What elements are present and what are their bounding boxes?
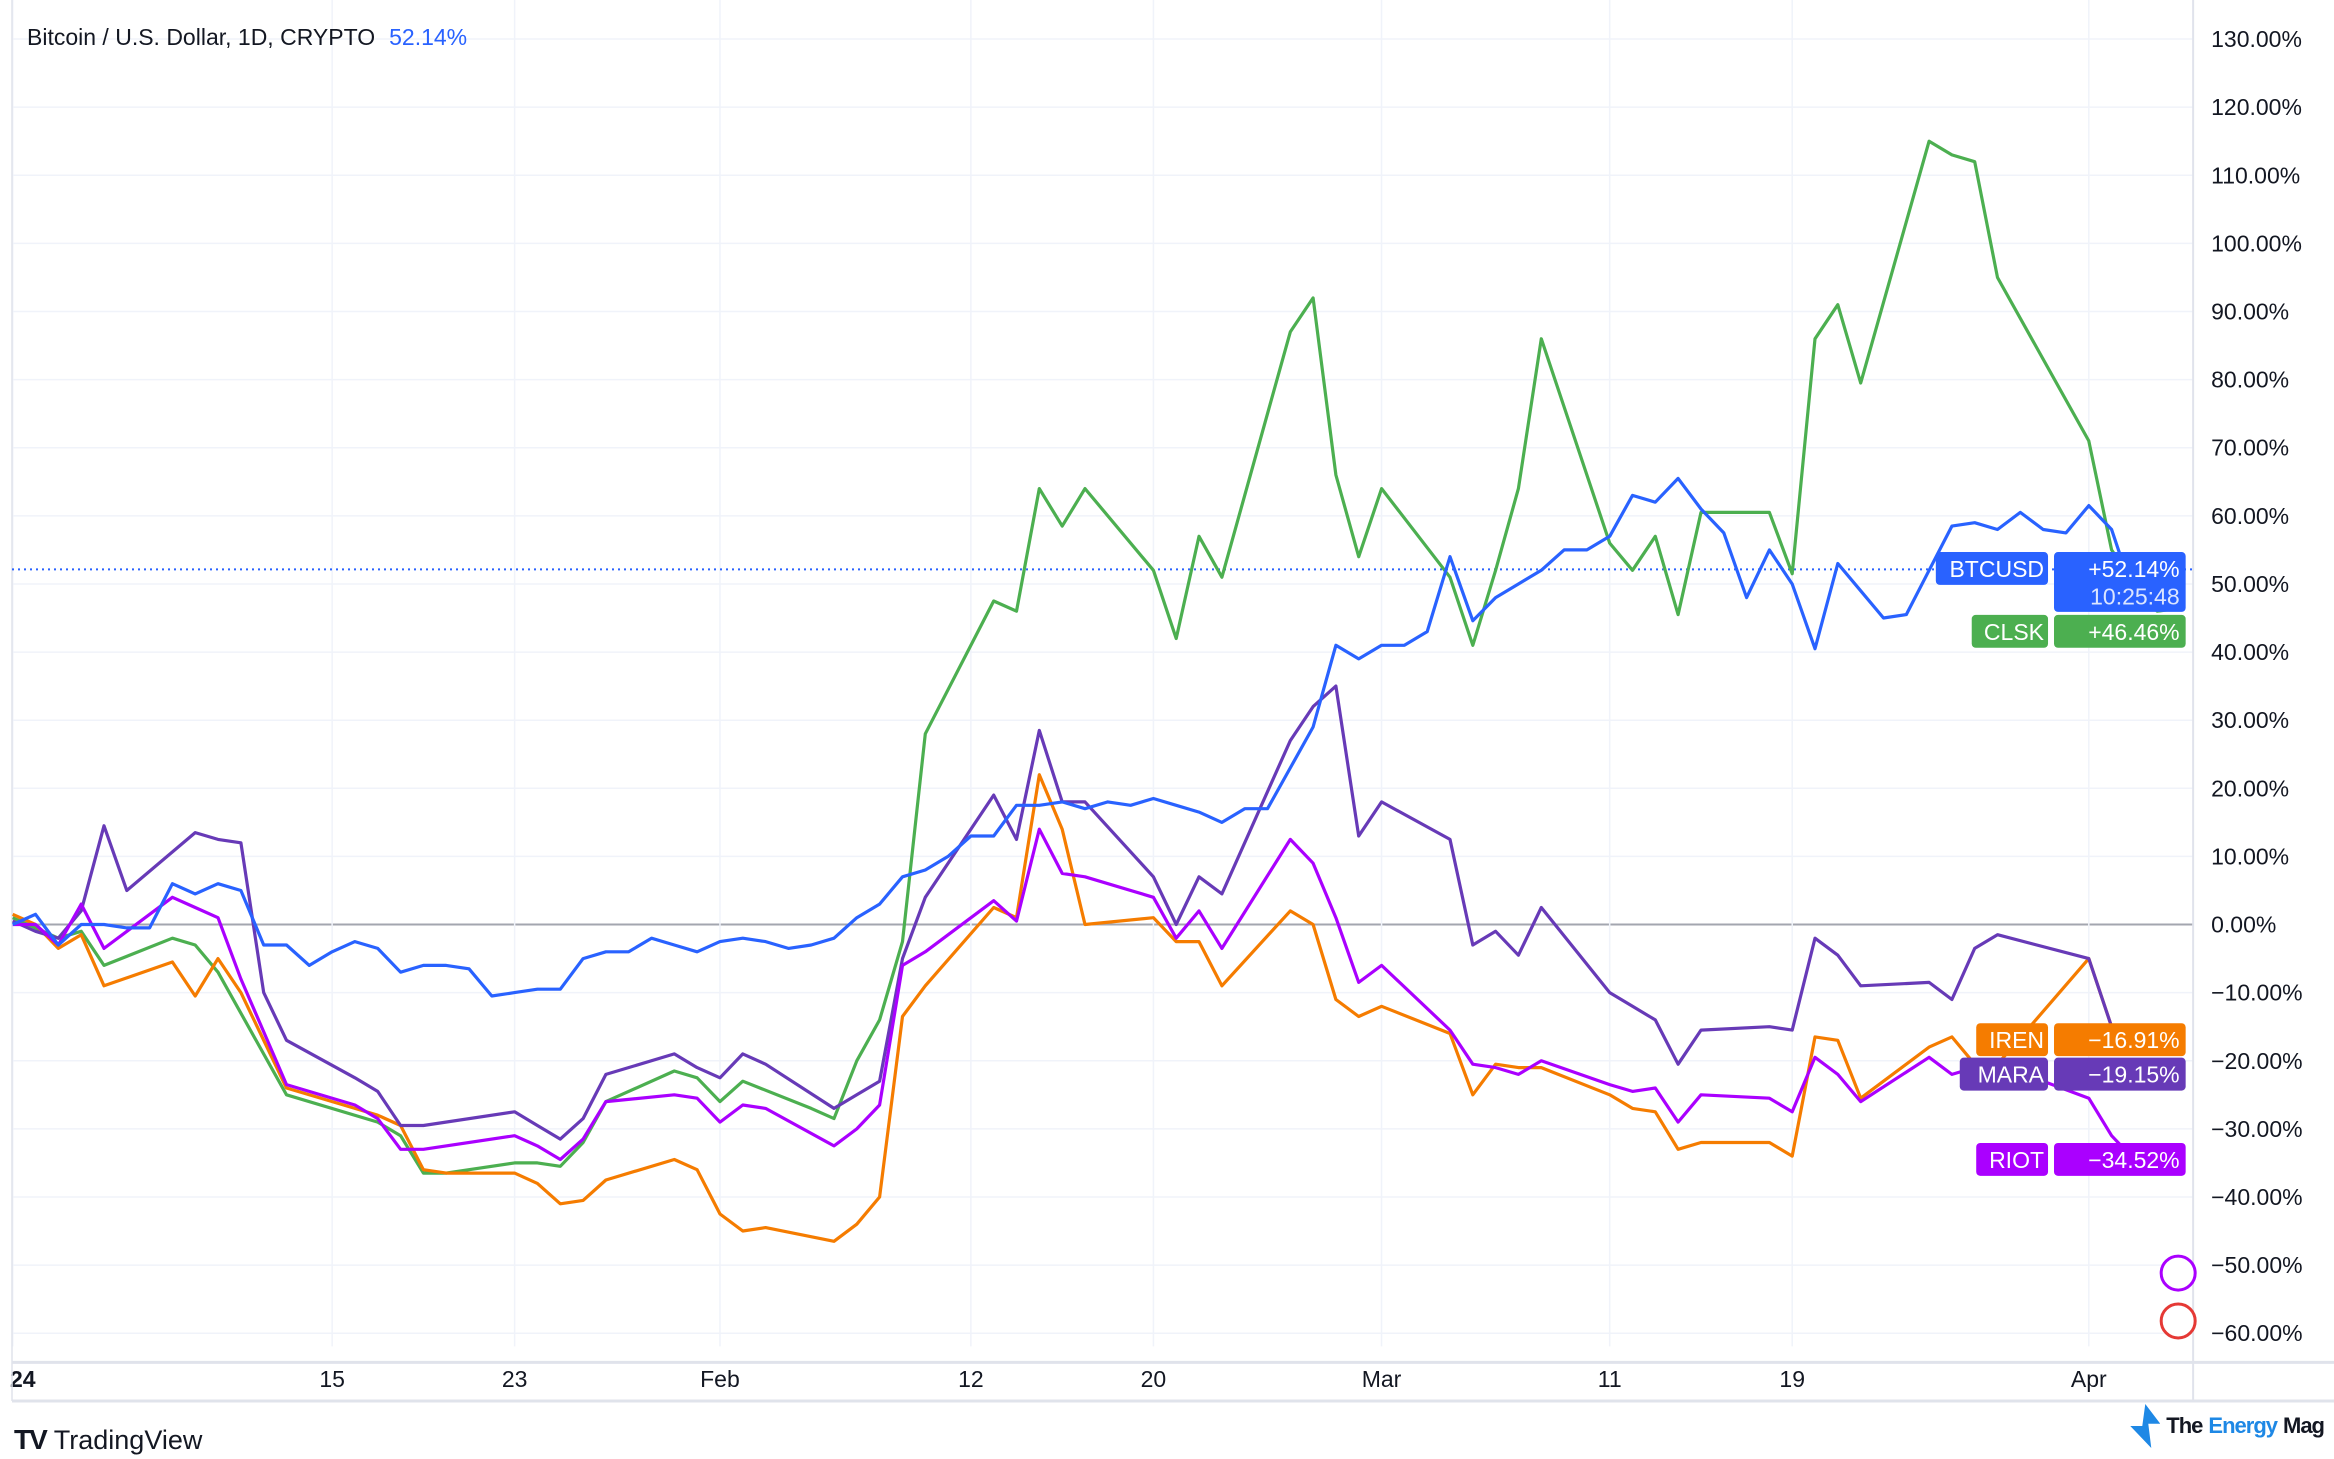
tradingview-label: TradingView [53, 1424, 203, 1455]
x-tick-label: 20 [1141, 1366, 1167, 1392]
symbol-change: 52.14% [389, 24, 468, 50]
countdown-text: 10:25:48 [2090, 583, 2180, 609]
ticker-text: MARA [1978, 1062, 2045, 1088]
value-text: −34.52% [2088, 1147, 2179, 1173]
value-badge [2054, 1057, 2186, 1091]
energymag-watermark: The Energy Mag [2130, 1404, 2325, 1448]
y-tick-label: 120.00% [2211, 94, 2302, 120]
x-tick-label: Feb [700, 1366, 740, 1392]
series-label-iren[interactable]: IREN −16.91% [1976, 1023, 2186, 1057]
series-line-btcusd [12, 476, 2182, 998]
value-text: −16.91% [2088, 1027, 2179, 1053]
y-tick-label: −30.00% [2211, 1116, 2302, 1142]
y-tick-label: 0.00% [2211, 912, 2276, 938]
y-tick-label: −50.00% [2211, 1252, 2302, 1278]
watermark-mag: Mag [2283, 1413, 2325, 1438]
ticker-badge [1976, 1023, 2049, 1057]
y-tick-label: −10.00% [2211, 980, 2302, 1006]
x-tick-label: 23 [502, 1366, 528, 1392]
series-line-riot [12, 827, 2136, 1162]
y-tick-label: 100.00% [2211, 230, 2302, 256]
value-text: +46.46% [2088, 619, 2179, 645]
x-tick-label: Mar [1362, 1366, 1402, 1392]
ticker-badge [1976, 1142, 2049, 1176]
y-tick-label: −40.00% [2211, 1184, 2302, 1210]
ticker-text: RIOT [1989, 1147, 2044, 1173]
y-tick-label: 30.00% [2211, 707, 2289, 733]
watermark-the: The [2166, 1413, 2203, 1438]
riot-logo-icon [2159, 1254, 2197, 1292]
ticker-badge [1959, 1057, 2049, 1091]
series-line-mara [12, 684, 2136, 1141]
y-tick-label: 60.00% [2211, 503, 2289, 529]
chart-header: Bitcoin / U.S. Dollar, 1D, CRYPTO 52.14% [27, 24, 467, 51]
ticker-badge [1935, 552, 2049, 585]
value-badge [2054, 1142, 2186, 1176]
x-tick-label: 11 [1598, 1366, 1622, 1392]
value-badge [2054, 1023, 2186, 1057]
y-tick-label: 80.00% [2211, 367, 2289, 393]
y-tick-label: 50.00% [2211, 571, 2289, 597]
x-tick-label: 12 [958, 1366, 984, 1392]
series-label-mara[interactable]: MARA −19.15% [1959, 1057, 2186, 1091]
symbol-title: Bitcoin / U.S. Dollar, 1D, CRYPTO [27, 24, 376, 50]
watermark-energy: Energy [2208, 1413, 2278, 1438]
ticker-text: BTCUSD [1949, 556, 2044, 582]
series-label-riot[interactable]: RIOT −34.52% [1976, 1142, 2186, 1176]
y-tick-label: 110.00% [2211, 162, 2300, 188]
y-tick-label: −20.00% [2211, 1048, 2302, 1074]
ticker-badge [1971, 614, 2049, 648]
series-label-clsk[interactable]: CLSK +46.46% [1971, 614, 2186, 648]
value-text: −19.15% [2088, 1062, 2179, 1088]
x-tick-label: 19 [1779, 1366, 1805, 1392]
series-label-btcusd[interactable]: BTCUSD +52.14%10:25:48 [1935, 552, 2186, 612]
ticker-text: CLSK [1984, 619, 2045, 645]
value-badge [2054, 552, 2186, 612]
x-tick-label: 24 [10, 1366, 36, 1392]
series-line-clsk [12, 139, 2181, 1175]
y-tick-label: 40.00% [2211, 639, 2289, 665]
bolt-icon [2130, 1404, 2161, 1448]
tradingview-logo-icon: TV [14, 1424, 48, 1455]
y-tick-label: 10.00% [2211, 843, 2289, 869]
y-tick-label: −60.00% [2211, 1320, 2302, 1346]
y-tick-label: 70.00% [2211, 435, 2289, 461]
y-tick-label: 20.00% [2211, 775, 2289, 801]
value-text: +52.14% [2088, 556, 2179, 582]
us-flag-icon [2159, 1302, 2197, 1340]
y-tick-label: 90.00% [2211, 299, 2289, 325]
y-tick-label: 130.00% [2211, 26, 2302, 52]
series-line-iren [12, 773, 2136, 1243]
tradingview-brand[interactable]: TV TradingView [14, 1424, 202, 1456]
ticker-text: IREN [1989, 1027, 2044, 1053]
x-tick-label: Apr [2071, 1366, 2107, 1392]
x-tick-label: 15 [319, 1366, 345, 1392]
value-badge [2054, 614, 2186, 648]
